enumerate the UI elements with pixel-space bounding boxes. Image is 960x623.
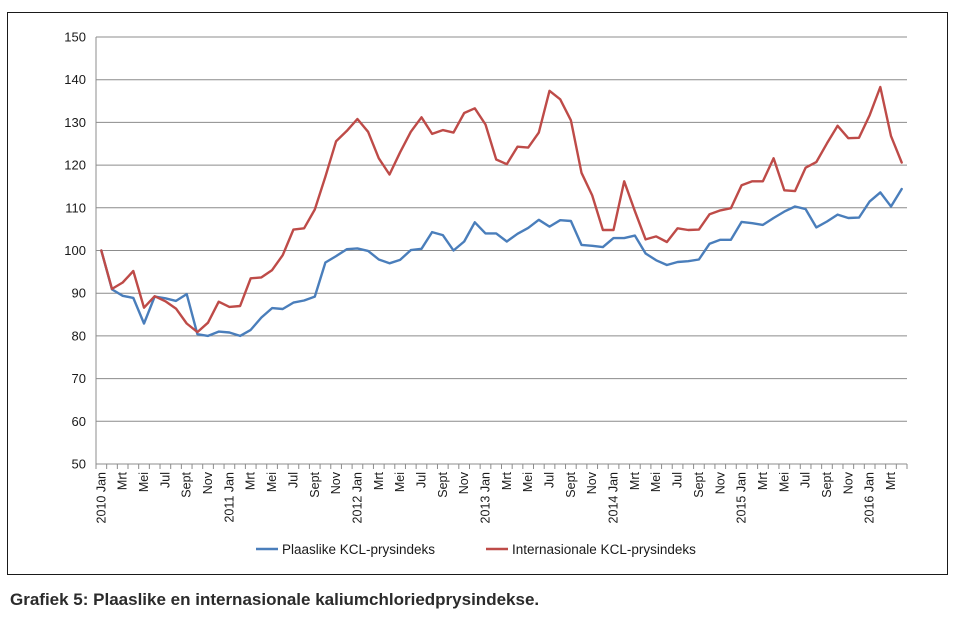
- legend-label: Internasionale KCL-prysindeks: [512, 542, 696, 557]
- x-tick-label: Sept: [820, 471, 834, 497]
- x-tick-label: Jul: [414, 472, 428, 488]
- x-tick-label: Jul: [671, 472, 685, 488]
- x-tick-label: 2015 Jan: [735, 472, 749, 523]
- y-tick-label: 140: [64, 72, 86, 87]
- x-tick-label: Mrt: [244, 471, 258, 490]
- x-tick-label: Sept: [180, 471, 194, 497]
- axes: [95, 37, 908, 469]
- gridlines: [96, 36, 907, 422]
- x-tick-label: Sept: [692, 471, 706, 497]
- y-tick-label: 150: [64, 30, 86, 45]
- chart-frame: 50 60 70 80 90 100 110 120 130 140 150 2010 Jan Mrt…: [7, 12, 948, 575]
- x-tick-label: 2013 Jan: [478, 472, 492, 523]
- x-tick-label: Nov: [329, 471, 343, 494]
- legend: Plaaslike KCL-prysindeks Internasionale K…: [256, 542, 696, 557]
- legend-label: Plaaslike KCL-prysindeks: [282, 542, 435, 557]
- x-tick-label: Mrt: [756, 471, 770, 490]
- x-tick-label: 2010 Jan: [94, 472, 108, 523]
- figure-caption: Grafiek 5: Plaaslike en internasionale k…: [10, 590, 540, 609]
- x-tick-label: Jul: [543, 472, 557, 488]
- x-tick-label: Mei: [393, 472, 407, 492]
- x-tick-label: Nov: [713, 471, 727, 494]
- x-tick-label: 2012 Jan: [350, 472, 364, 523]
- x-tick-label: Nov: [841, 471, 855, 494]
- x-tick-label: Jul: [286, 472, 300, 488]
- x-tick-label: Nov: [201, 471, 215, 494]
- x-tick-label: Jul: [158, 472, 172, 488]
- y-tick-label: 100: [64, 243, 86, 258]
- x-tick-label: 2014 Jan: [607, 472, 621, 523]
- x-tick-label: Mrt: [628, 471, 642, 490]
- x-tick-label: Mei: [521, 472, 535, 492]
- y-tick-label: 110: [65, 200, 86, 215]
- y-tick-label: 80: [72, 328, 86, 343]
- y-tick-label: 90: [72, 286, 86, 301]
- series-lines: [100, 85, 903, 338]
- y-tick-label: 120: [64, 158, 86, 173]
- y-tick-label: 50: [72, 457, 86, 472]
- x-tick-label: Mrt: [500, 471, 514, 490]
- x-tick-label: Mei: [265, 472, 279, 492]
- x-tick-label: Sept: [308, 471, 322, 497]
- y-tick-labels: 50 60 70 80 90 100 110 120 130 140 150: [64, 30, 86, 472]
- y-tick-label: 60: [72, 414, 86, 429]
- x-tick-label: Mrt: [372, 471, 386, 490]
- x-tick-label: Sept: [564, 471, 578, 497]
- x-tick-label: 2016 Jan: [863, 472, 877, 523]
- x-tick-label: Nov: [585, 471, 599, 494]
- x-tick-label: Mrt: [116, 471, 130, 490]
- x-tick-label: Mrt: [884, 471, 898, 490]
- x-tick-label: Mei: [777, 472, 791, 492]
- x-tick-label: Jul: [799, 472, 813, 488]
- x-tick-label: 2011 Jan: [222, 472, 236, 523]
- series-line-internasionale: [100, 85, 903, 334]
- x-tick-label: Mei: [649, 472, 663, 492]
- x-tick-label: Nov: [457, 471, 471, 494]
- series-line-plaaslike: [100, 187, 903, 338]
- y-tick-label: 70: [72, 371, 86, 386]
- x-tick-label: Mei: [137, 472, 151, 492]
- line-chart: 50 60 70 80 90 100 110 120 130 140 150 2010 Jan Mrt…: [64, 30, 908, 557]
- y-tick-label: 130: [64, 115, 86, 130]
- x-tick-label: Sept: [436, 471, 450, 497]
- x-tick-labels: 2010 Jan Mrt Mei Jul Sept Nov 2011 Jan Mrt Mei Ju…: [94, 471, 898, 523]
